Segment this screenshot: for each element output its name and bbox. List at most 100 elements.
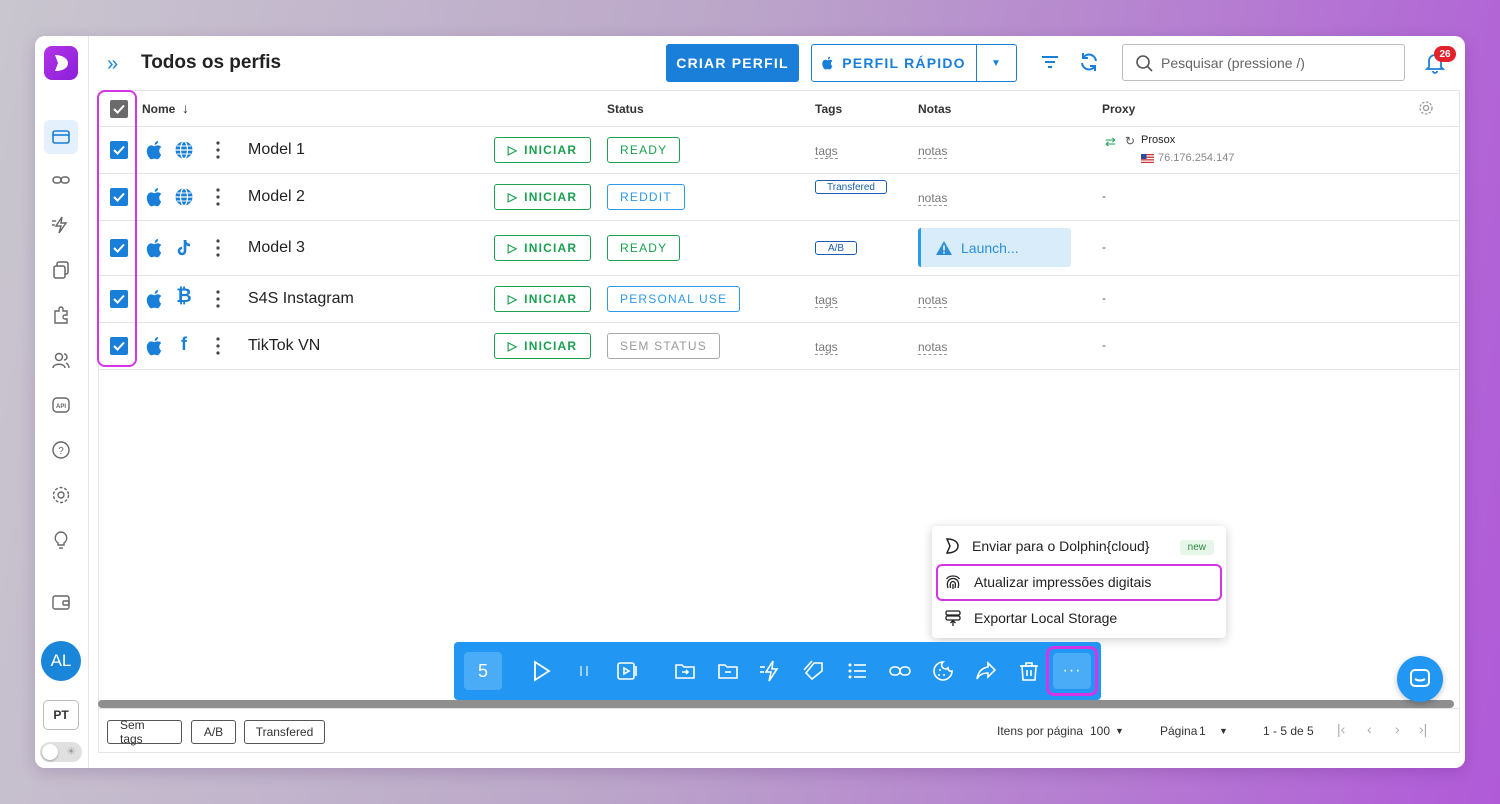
search-field[interactable] [1122,44,1405,81]
menu-item-export-local-storage[interactable]: Exportar Local Storage [932,600,1226,636]
table-row[interactable]: Model 2 ▷ INICIAR REDDIT Transfered notas… [99,174,1459,221]
quick-profile-button[interactable]: PERFIL RÁPIDO ▼ [811,44,1017,82]
notes-cell[interactable]: notas [918,191,948,206]
search-input[interactable] [1161,54,1391,71]
expand-sidebar-icon[interactable]: » [107,53,119,75]
chevron-down-icon[interactable]: ▼ [1115,726,1124,736]
tag-icon[interactable] [802,659,826,683]
row-checkbox[interactable] [110,290,128,308]
column-name[interactable]: Nome [142,102,176,116]
last-page-icon[interactable]: ›| [1419,721,1428,737]
notes-cell[interactable]: notas [918,293,948,308]
column-settings-icon[interactable] [1418,100,1434,116]
link-icon[interactable] [44,163,78,197]
create-profile-button[interactable]: CRIAR PERFIL [666,44,799,82]
table-row[interactable]: ₿ S4S Instagram ▷ INICIAR PERSONAL USE ta… [99,276,1459,323]
api-icon[interactable]: API [44,388,78,422]
avatar[interactable]: AL [41,641,81,681]
menu-item-update-fingerprints[interactable]: Atualizar impressões digitais [932,564,1226,600]
notes-cell[interactable]: notas [918,340,948,355]
notes-cell[interactable]: notas [918,144,948,159]
page-select[interactable]: 1 [1199,724,1206,738]
profile-name[interactable]: Model 2 [248,188,305,205]
table-row[interactable]: Model 1 ▷ INICIAR READY tags notas ⇄ ↻ Pr… [99,127,1459,174]
lightbulb-icon[interactable] [44,523,78,557]
proxy-cell[interactable]: - [1102,338,1106,352]
status-badge[interactable]: REDDIT [607,184,685,210]
copy-icon[interactable] [44,253,78,287]
more-actions-button[interactable]: ··· [1053,653,1091,689]
theme-toggle[interactable]: ☀ [40,742,82,762]
status-badge[interactable]: READY [607,137,681,163]
profile-name[interactable]: S4S Instagram [248,290,354,307]
next-page-icon[interactable]: › [1395,721,1400,737]
filter-icon[interactable] [1038,50,1062,74]
more-vert-icon[interactable] [216,141,220,159]
link-icon[interactable] [888,659,912,683]
row-checkbox[interactable] [110,188,128,206]
tag-filter-chip[interactable]: A/B [191,720,236,744]
proxy-swap-icon[interactable]: ⇄ [1105,134,1116,149]
video-play-icon[interactable] [615,659,639,683]
browser-profiles-icon[interactable] [44,120,78,154]
cookie-icon[interactable] [931,659,955,683]
quick-profile-main[interactable]: PERFIL RÁPIDO [812,45,977,81]
proxy-cell[interactable]: - [1102,189,1106,203]
start-button[interactable]: ▷ INICIAR [494,286,591,312]
prev-page-icon[interactable]: ‹ [1367,721,1372,737]
start-button[interactable]: ▷ INICIAR [494,235,591,261]
chevron-down-icon[interactable]: ▼ [1219,726,1228,736]
wallet-icon[interactable] [44,585,78,619]
more-vert-icon[interactable] [216,239,220,257]
tags-cell[interactable]: tags [815,340,838,355]
table-row[interactable]: f TikTok VN ▷ INICIAR SEM STATUS tags not… [99,323,1459,370]
dolphin-logo[interactable] [44,46,78,80]
language-switcher[interactable]: PT [43,700,79,730]
trash-icon[interactable] [1017,659,1041,683]
automation-icon[interactable] [759,659,783,683]
tag-filter-chip[interactable]: Transfered [244,720,325,744]
start-button[interactable]: ▷ INICIAR [494,137,591,163]
help-icon[interactable]: ? [44,433,78,467]
list-icon[interactable] [845,659,869,683]
extension-icon[interactable] [44,298,78,332]
share-icon[interactable] [974,659,998,683]
proxy-cell[interactable]: - [1102,240,1106,254]
row-checkbox[interactable] [110,337,128,355]
profile-name[interactable]: TikTok VN [248,337,321,354]
start-button[interactable]: ▷ INICIAR [494,333,591,359]
users-icon[interactable] [44,343,78,377]
more-vert-icon[interactable] [216,188,220,206]
items-per-page-select[interactable]: 100 [1090,724,1111,738]
horizontal-scrollbar[interactable] [98,700,1454,708]
status-badge[interactable]: READY [607,235,681,261]
tag-chip[interactable]: A/B [815,241,857,255]
chat-support-button[interactable] [1397,656,1443,702]
more-vert-icon[interactable] [216,337,220,355]
more-vert-icon[interactable] [216,290,220,308]
row-checkbox[interactable] [110,141,128,159]
quick-profile-dropdown[interactable]: ▼ [990,57,1003,69]
play-icon[interactable] [529,659,553,683]
tags-cell[interactable]: tags [815,144,838,159]
remove-from-folder-icon[interactable] [716,659,740,683]
move-to-folder-icon[interactable] [673,659,697,683]
proxy-refresh-icon[interactable]: ↻ [1125,134,1136,148]
sort-arrow-icon[interactable]: ↓ [182,100,189,116]
notes-warning[interactable]: Launch... [918,228,1071,267]
settings-icon[interactable] [44,478,78,512]
first-page-icon[interactable]: |‹ [1337,721,1346,737]
status-badge[interactable]: PERSONAL USE [607,286,741,312]
row-checkbox[interactable] [110,239,128,257]
refresh-icon[interactable] [1077,50,1101,74]
proxy-cell[interactable]: - [1102,291,1106,305]
automation-icon[interactable] [44,208,78,242]
tag-filter-chip[interactable]: Sem tags [107,718,182,746]
start-button[interactable]: ▷ INICIAR [494,184,591,210]
status-badge[interactable]: SEM STATUS [607,333,720,359]
tag-chip[interactable]: Transfered [815,180,887,194]
profile-name[interactable]: Model 1 [248,141,305,158]
tags-cell[interactable]: tags [815,293,838,308]
table-row[interactable]: Model 3 ▷ INICIAR READY A/B Launch... - [99,221,1459,276]
profile-name[interactable]: Model 3 [248,239,305,256]
